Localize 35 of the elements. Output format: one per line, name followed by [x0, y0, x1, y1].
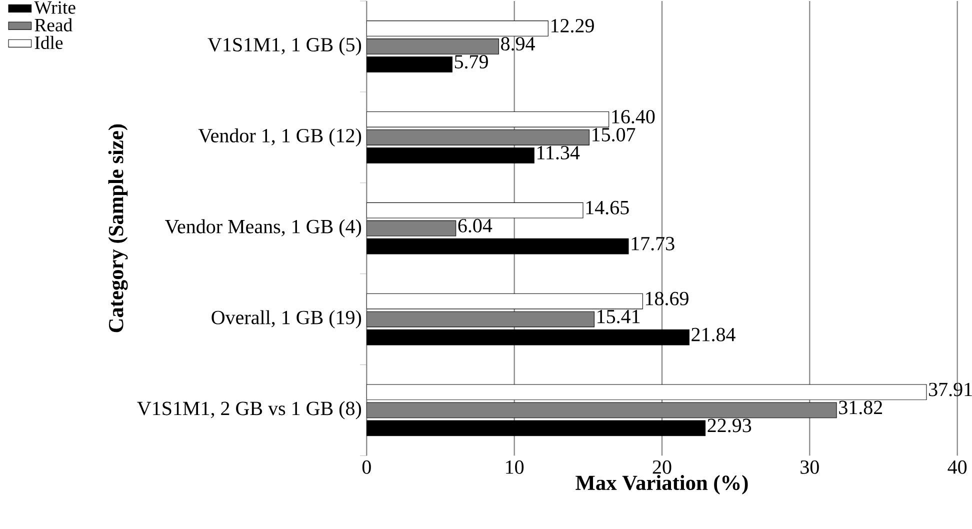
- x-tick-label: 10: [506, 460, 524, 474]
- x-tick-label: 0: [362, 460, 371, 474]
- y-tick-label: Vendor Means, 1 GB (4): [164, 219, 362, 238]
- data-label: 17.73: [632, 236, 674, 250]
- x-tick-label: 20: [652, 460, 672, 474]
- x-tick-label: 30: [800, 460, 819, 474]
- x-axis-title: Max Variation (%): [576, 475, 748, 494]
- bar: [366, 384, 927, 400]
- x-tick-label: 40: [948, 460, 967, 474]
- legend-label: Write: [34, 1, 76, 14]
- y-axis-title: Category (Sample size): [108, 124, 128, 332]
- data-label: 11.34: [537, 146, 580, 160]
- data-label: 18.69: [646, 292, 688, 306]
- data-label: 16.40: [612, 110, 655, 124]
- y-tick-label: Overall, 1 GB (19): [212, 310, 362, 328]
- y-tick-label: Vendor 1, 1 GB (12): [198, 128, 362, 146]
- data-label: 37.91: [929, 382, 972, 396]
- bar: [366, 111, 610, 128]
- legend-label: Read: [34, 18, 72, 32]
- y-tick-label: V1S1M1, 1 GB (5): [208, 37, 362, 56]
- data-label: 15.07: [592, 128, 636, 142]
- data-label: 15.41: [598, 310, 640, 324]
- bar: [366, 293, 643, 310]
- data-label: 14.65: [586, 200, 629, 214]
- bar: [366, 202, 584, 218]
- data-label: 8.94: [501, 37, 535, 51]
- data-label: 12.29: [552, 19, 594, 33]
- y-tick-label: V1S1M1, 2 GB vs 1 GB (8): [137, 401, 362, 420]
- data-label: 31.82: [839, 400, 882, 414]
- legend-label: Idle: [34, 36, 63, 50]
- data-label: 5.79: [454, 55, 488, 69]
- data-label: 6.04: [458, 218, 492, 232]
- bar: [366, 20, 548, 36]
- data-label: 21.84: [692, 328, 736, 342]
- data-label: 22.93: [708, 418, 752, 432]
